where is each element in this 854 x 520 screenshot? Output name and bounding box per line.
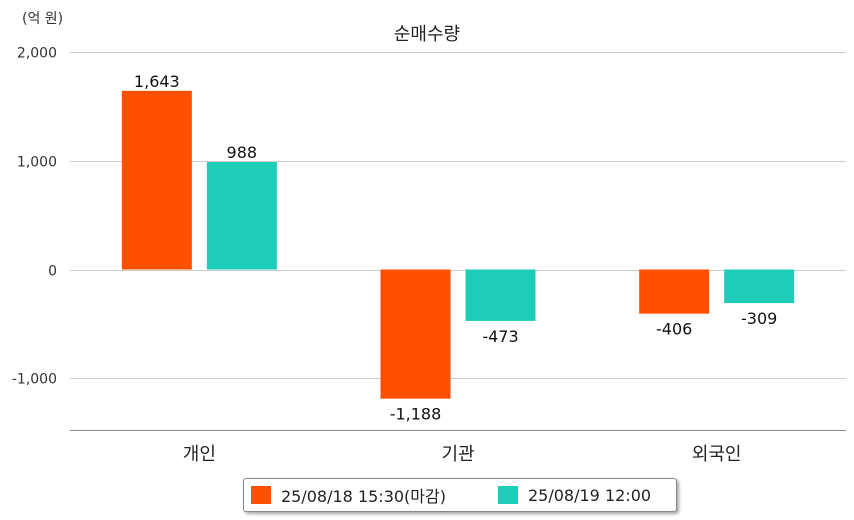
legend-label-series-2: 25/08/19 12:00 (528, 485, 652, 505)
data-label: 988 (227, 143, 258, 162)
data-label: -309 (741, 309, 777, 328)
data-label: -473 (482, 327, 518, 346)
bar-2 (206, 162, 277, 270)
legend-item-series-1[interactable]: 25/08/18 15:30(마감) (251, 479, 446, 511)
bar-2 (724, 269, 795, 304)
unit-label: (억 원) (22, 11, 64, 27)
legend-swatch-series-1 (251, 486, 271, 504)
x-tick-label: 개인 (183, 444, 216, 465)
y-tick-label: 1,000 (17, 155, 57, 171)
legend-swatch-series-2 (498, 486, 518, 504)
bar-1 (380, 269, 451, 399)
y-tick-label: 0 (48, 264, 57, 280)
x-tick-label: 외국인 (692, 444, 742, 465)
bar-1 (639, 269, 710, 314)
legend: 25/08/18 15:30(마감) 25/08/19 12:00 (243, 478, 677, 512)
bar-2 (465, 269, 536, 321)
legend-item-series-2[interactable]: 25/08/19 12:00 (498, 479, 651, 511)
y-tick-label: -1,000 (12, 372, 57, 388)
legend-label-series-1: 25/08/18 15:30(마감) (281, 487, 446, 506)
data-label: -406 (656, 320, 692, 339)
bar-1 (121, 90, 192, 270)
x-tick-label: 기관 (441, 444, 474, 465)
chart-title: 순매수량 (393, 24, 461, 45)
data-label: -1,188 (390, 405, 442, 424)
y-tick-label: 2,000 (17, 46, 57, 62)
bar-chart: 2,000 1,000 0 -1,000 개인 1,643 988 기관 -1,188 -473 외… (12, 46, 846, 465)
data-label: 1,643 (134, 72, 180, 91)
